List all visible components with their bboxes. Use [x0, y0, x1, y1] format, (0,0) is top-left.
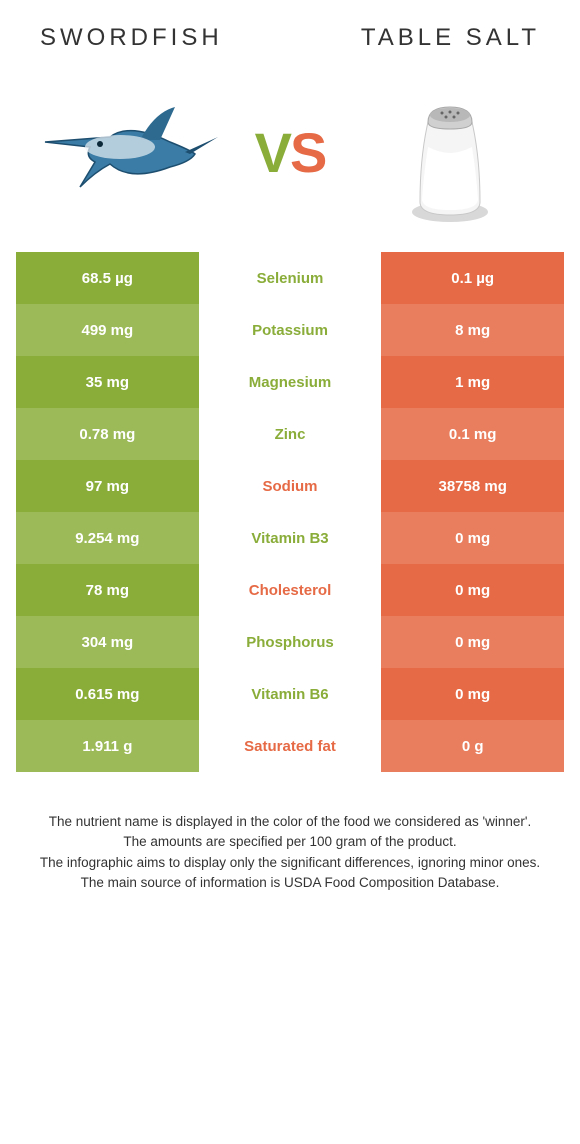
- left-title: Swordfish: [40, 24, 223, 52]
- right-value: 0 mg: [381, 512, 564, 564]
- left-value: 9.254 mg: [16, 512, 199, 564]
- nutrient-name: Potassium: [199, 304, 382, 356]
- right-value: 0 mg: [381, 616, 564, 668]
- images-row: VS: [0, 62, 580, 252]
- right-value: 0.1 mg: [381, 408, 564, 460]
- left-value: 304 mg: [16, 616, 199, 668]
- right-title: Table salt: [361, 24, 540, 52]
- left-value: 0.615 mg: [16, 668, 199, 720]
- comparison-table: 68.5 µgSelenium0.1 µg499 mgPotassium8 mg…: [0, 252, 580, 772]
- table-row: 304 mgPhosphorus0 mg: [16, 616, 564, 668]
- table-row: 0.78 mgZinc0.1 mg: [16, 408, 564, 460]
- footer-line: The amounts are specified per 100 gram o…: [30, 832, 550, 852]
- table-row: 97 mgSodium38758 mg: [16, 460, 564, 512]
- nutrient-name: Phosphorus: [199, 616, 382, 668]
- left-value: 499 mg: [16, 304, 199, 356]
- nutrient-name: Magnesium: [199, 356, 382, 408]
- footer-line: The infographic aims to display only the…: [30, 853, 550, 873]
- right-value: 0 g: [381, 720, 564, 772]
- header: Swordfish Table salt: [0, 0, 580, 62]
- left-value: 68.5 µg: [16, 252, 199, 304]
- left-value: 1.911 g: [16, 720, 199, 772]
- left-value: 97 mg: [16, 460, 199, 512]
- right-value: 0 mg: [381, 668, 564, 720]
- vs-label: VS: [255, 120, 326, 185]
- nutrient-name: Cholesterol: [199, 564, 382, 616]
- left-value: 78 mg: [16, 564, 199, 616]
- table-row: 0.615 mgVitamin B60 mg: [16, 668, 564, 720]
- swordfish-icon: [40, 77, 220, 227]
- footer-line: The main source of information is USDA F…: [30, 873, 550, 893]
- table-row: 68.5 µgSelenium0.1 µg: [16, 252, 564, 304]
- table-row: 9.254 mgVitamin B30 mg: [16, 512, 564, 564]
- right-value: 38758 mg: [381, 460, 564, 512]
- table-row: 35 mgMagnesium1 mg: [16, 356, 564, 408]
- right-value: 8 mg: [381, 304, 564, 356]
- table-row: 78 mgCholesterol0 mg: [16, 564, 564, 616]
- right-value: 0 mg: [381, 564, 564, 616]
- nutrient-name: Vitamin B3: [199, 512, 382, 564]
- footer-line: The nutrient name is displayed in the co…: [30, 812, 550, 832]
- salt-shaker-icon: [360, 77, 540, 227]
- nutrient-name: Saturated fat: [199, 720, 382, 772]
- footer: The nutrient name is displayed in the co…: [0, 772, 580, 893]
- nutrient-name: Selenium: [199, 252, 382, 304]
- table-row: 1.911 gSaturated fat0 g: [16, 720, 564, 772]
- right-value: 1 mg: [381, 356, 564, 408]
- nutrient-name: Zinc: [199, 408, 382, 460]
- vs-v: V: [255, 121, 290, 184]
- nutrient-name: Vitamin B6: [199, 668, 382, 720]
- left-value: 35 mg: [16, 356, 199, 408]
- left-value: 0.78 mg: [16, 408, 199, 460]
- table-row: 499 mgPotassium8 mg: [16, 304, 564, 356]
- nutrient-name: Sodium: [199, 460, 382, 512]
- vs-s: S: [290, 121, 325, 184]
- right-value: 0.1 µg: [381, 252, 564, 304]
